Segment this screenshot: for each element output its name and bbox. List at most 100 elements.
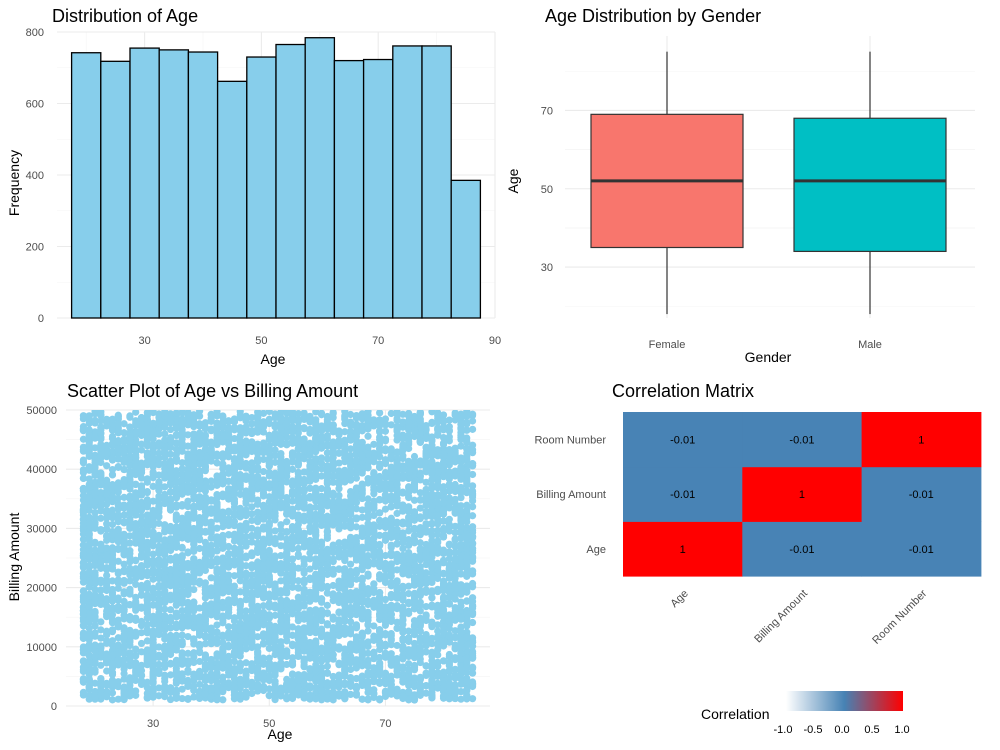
scatter-point <box>405 582 413 590</box>
scatter-point <box>190 454 198 462</box>
scatter-point <box>120 493 128 501</box>
scatter-point <box>91 546 99 554</box>
scatter-point <box>225 623 233 631</box>
scatter-point <box>155 668 163 677</box>
scatter-point <box>161 693 169 701</box>
scatter-point <box>445 457 453 465</box>
scatter-point <box>451 644 459 653</box>
scatter-point <box>434 627 442 635</box>
scatter-point <box>399 582 407 590</box>
scatter-point <box>468 597 477 605</box>
scatter-point <box>312 470 320 478</box>
scatter-point <box>271 492 279 500</box>
scatter-point <box>376 460 384 468</box>
scatter-point <box>79 563 88 572</box>
boxplot-y-title: Age <box>505 168 521 193</box>
scatter-point <box>445 571 453 580</box>
scatter-point <box>323 601 331 609</box>
histogram-bar <box>304 37 336 319</box>
scatter-point <box>381 559 390 568</box>
scatter-point <box>79 663 88 671</box>
scatter-point <box>468 425 477 433</box>
scatter-point <box>323 662 331 670</box>
scatter-point <box>428 594 436 602</box>
scatter-point <box>439 641 448 649</box>
scatter-point <box>219 673 227 681</box>
scatter-point <box>108 470 117 479</box>
scatter-point <box>463 434 471 442</box>
scatter-point <box>271 516 279 524</box>
scatter-point <box>300 446 308 454</box>
scatter-point <box>434 651 442 659</box>
scatter-point <box>457 534 465 542</box>
scatter-point <box>428 587 436 595</box>
scatter-point <box>335 577 343 585</box>
scatter-point <box>393 685 401 693</box>
scatter-points <box>79 410 477 704</box>
scatter-point <box>294 429 302 437</box>
scatter-point <box>120 597 128 606</box>
scatter-point <box>248 516 256 525</box>
scatter-point <box>195 521 204 529</box>
histogram-bar <box>421 45 452 319</box>
scatter-point <box>410 567 419 575</box>
scatter-point <box>103 602 111 610</box>
scatter-point <box>265 638 273 646</box>
scatter-point <box>358 593 366 601</box>
boxplot-x-title: Gender <box>745 349 792 365</box>
scatter-point <box>184 682 192 691</box>
scatter-point <box>108 637 117 645</box>
histogram-bar <box>333 59 365 319</box>
scatter-point <box>393 539 401 548</box>
scatter-point <box>225 464 233 472</box>
scatter-point <box>195 604 204 612</box>
scatter-point <box>288 660 297 668</box>
scatter-point <box>184 524 192 532</box>
histogram-bar <box>362 58 394 319</box>
scatter-point <box>161 459 169 467</box>
scatter-point <box>201 538 209 546</box>
scatter-point <box>161 635 169 643</box>
scatter-point <box>97 661 105 669</box>
histogram-bar <box>158 49 190 319</box>
scatter-point <box>108 557 117 565</box>
scatter-point <box>463 506 471 515</box>
scatter-point <box>103 520 111 528</box>
scatter-point <box>300 424 308 432</box>
scatter-point <box>358 494 366 503</box>
scatter-point <box>248 420 256 428</box>
scatter-point <box>370 490 378 498</box>
scatter-point <box>248 689 256 698</box>
scatter-point <box>91 666 99 674</box>
histogram-bar <box>129 47 160 319</box>
scatter-point <box>306 517 314 525</box>
scatter-point <box>364 688 372 697</box>
scatter-point <box>387 541 395 549</box>
scatter-point <box>410 432 419 441</box>
scatter-point <box>91 679 99 687</box>
scatter-point <box>137 446 146 454</box>
y-tick-label: 800 <box>26 27 44 39</box>
scatter-point <box>213 592 221 600</box>
scatter-point <box>335 525 343 533</box>
boxplot-x-ticks: Female Male <box>649 339 882 351</box>
scatter-point <box>143 620 151 628</box>
scatter-point <box>166 425 175 434</box>
scatter-point <box>97 634 105 642</box>
scatter-point <box>190 412 198 420</box>
scatter-point <box>445 527 453 535</box>
scatter-point <box>387 502 395 511</box>
scatter-point <box>97 618 105 626</box>
scatter-point <box>114 505 122 513</box>
scatter-point <box>97 600 105 609</box>
scatter-point <box>370 440 378 448</box>
scatter-point <box>370 521 378 529</box>
scatter-point <box>265 493 273 501</box>
scatter-point <box>300 579 308 587</box>
scatter-point <box>120 448 128 456</box>
scatter-point <box>254 508 262 516</box>
scatter-point <box>352 600 361 609</box>
scatter-point <box>341 662 349 670</box>
scatter-point <box>288 453 297 461</box>
